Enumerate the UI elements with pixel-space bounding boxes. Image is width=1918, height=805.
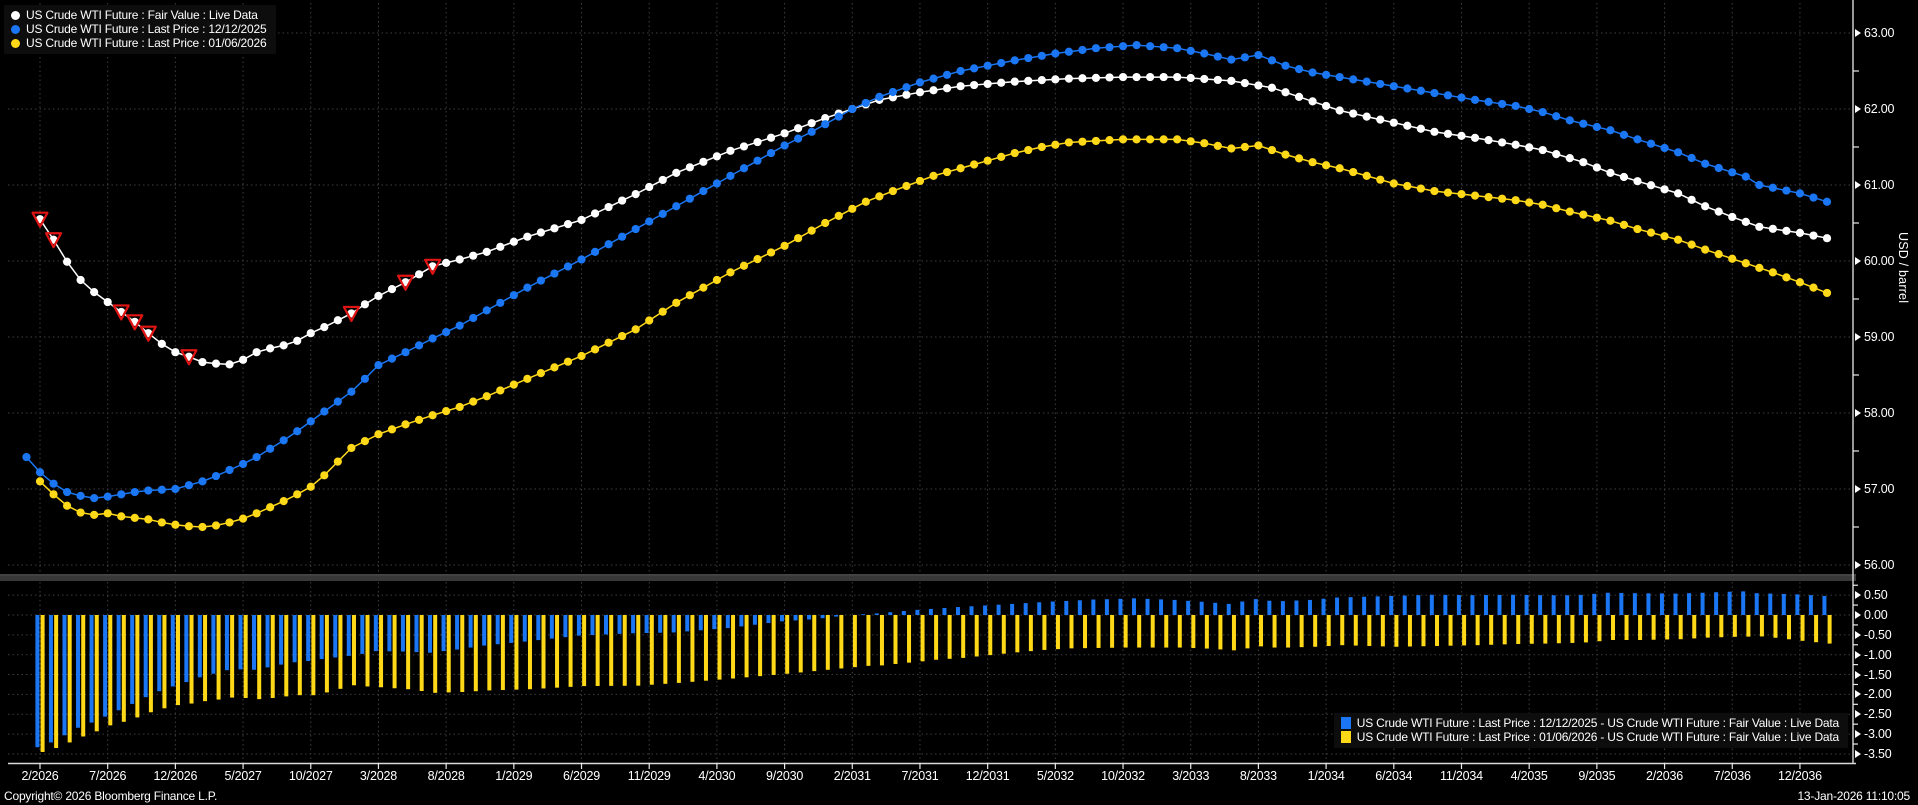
legend-item-last-dec[interactable]: US Crude WTI Future : Last Price : 12/12… (11, 22, 267, 36)
y-axis-label-spread: -1.50 (1855, 668, 1892, 682)
tick-arrow-icon (1855, 333, 1861, 341)
y-axis-label-spread: -3.00 (1855, 727, 1892, 741)
y-axis-label-main: 57.00 (1855, 482, 1894, 496)
gridlines (8, 3, 1853, 763)
legend-item-label: US Crude WTI Future : Last Price : 12/12… (1356, 716, 1839, 730)
tick-arrow-icon (1855, 29, 1861, 37)
x-axis-label: 5/2032 (1036, 769, 1074, 783)
tick-arrow-icon (1855, 710, 1861, 719)
tick-arrow-icon (1855, 650, 1861, 659)
tick-arrow-icon (1855, 730, 1861, 739)
y-axis-label-main: 59.00 (1855, 330, 1894, 344)
legend-spread: US Crude WTI Future : Last Price : 12/12… (1333, 713, 1848, 748)
x-axis-label: 2/2026 (21, 769, 59, 783)
x-axis-label: 10/2032 (1101, 769, 1145, 783)
y-axis-label-main: 60.00 (1855, 254, 1894, 268)
x-axis-label: 4/2030 (698, 769, 736, 783)
x-axis-label: 8/2033 (1239, 769, 1277, 783)
tick-arrow-icon (1855, 409, 1861, 417)
x-axis-label: 2/2036 (1646, 769, 1684, 783)
copyright-text: Copyright© 2026 Bloomberg Finance L.P. (4, 789, 218, 803)
x-axis-label: 11/2034 (1440, 769, 1483, 783)
x-axis-label: 1/2029 (495, 769, 533, 783)
y-axis-label-spread: -1.00 (1855, 648, 1892, 662)
x-axis-label: 7/2036 (1713, 769, 1751, 783)
tick-arrow-icon (1855, 611, 1861, 619)
spread-bars (35, 591, 1832, 752)
tick-arrow-icon (1855, 561, 1861, 569)
spread-jan-square-icon (1340, 731, 1351, 743)
axes (8, 0, 1859, 769)
y-axis-label-main: 56.00 (1855, 558, 1894, 572)
x-axis-label: 3/2028 (359, 769, 397, 783)
y-axis-label-main: 58.00 (1855, 406, 1894, 420)
x-axis-label: 6/2034 (1375, 769, 1413, 783)
y-axis-label-spread: -2.50 (1855, 707, 1892, 721)
y-axis-label-main: 61.00 (1855, 178, 1894, 192)
x-axis-label: 12/2031 (965, 769, 1010, 783)
legend-item-spread-dec[interactable]: US Crude WTI Future : Last Price : 12/12… (1340, 716, 1839, 730)
x-axis-label: 2/2031 (833, 769, 871, 783)
tick-arrow-icon (1855, 485, 1861, 493)
legend-item-fair-value[interactable]: US Crude WTI Future : Fair Value : Live … (11, 8, 266, 22)
y-axis-label-main: 63.00 (1855, 26, 1894, 40)
x-axis-label: 12/2026 (153, 769, 198, 783)
tick-arrow-icon (1855, 670, 1861, 679)
legend-item-label: US Crude WTI Future : Last Price : 12/12… (26, 22, 267, 36)
y-axis-label-spread: -0.50 (1855, 628, 1892, 642)
legend-item-last-jan[interactable]: US Crude WTI Future : Last Price : 01/06… (11, 36, 267, 50)
legend-item-label: US Crude WTI Future : Last Price : 01/06… (1356, 730, 1839, 744)
last-jan-dot-icon (11, 38, 20, 48)
flag-markers (31, 211, 442, 366)
tick-arrow-icon (1855, 257, 1861, 265)
tick-arrow-icon (1855, 105, 1861, 113)
x-axis-label: 6/2029 (562, 769, 601, 783)
clock-timestamp: 13-Jan-2026 11:10:05 (1797, 789, 1910, 803)
x-axis-label: 4/2035 (1510, 769, 1548, 783)
fair-value-dot-icon (11, 10, 20, 20)
x-axis-label: 7/2026 (89, 769, 127, 783)
x-axis-label: 7/2031 (901, 769, 939, 783)
x-axis-label: 10/2027 (288, 769, 333, 783)
x-axis-label: 1/2034 (1307, 769, 1345, 783)
last-dec-dot-icon (11, 24, 20, 34)
x-axis-label: 3/2033 (1172, 769, 1210, 783)
tick-arrow-icon (1855, 591, 1861, 600)
price-series-2 (35, 135, 1832, 532)
legend-item-label: US Crude WTI Future : Fair Value : Live … (26, 8, 258, 22)
tick-arrow-icon (1855, 630, 1861, 639)
y-axis-label-spread: -3.50 (1855, 747, 1892, 761)
x-axis-label: 9/2035 (1578, 769, 1616, 783)
tick-arrow-icon (1855, 690, 1861, 699)
y-axis-label-main: 62.00 (1855, 102, 1894, 116)
x-axis-label: 11/2029 (627, 769, 671, 783)
x-axis-label: 12/2036 (1778, 769, 1822, 783)
x-axis-label: 5/2027 (224, 769, 262, 783)
price-series-1 (22, 41, 1832, 503)
tick-arrow-icon (1855, 181, 1861, 189)
panel-divider (0, 574, 1856, 581)
spread-dec-square-icon (1340, 717, 1351, 729)
y-axis-label-spread: 0.50 (1855, 588, 1888, 602)
y-axis-label-spread: 0.00 (1855, 608, 1888, 622)
y-axis-title: USD / barrel (1896, 232, 1910, 304)
legend-item-label: US Crude WTI Future : Last Price : 01/06… (26, 36, 267, 50)
legend-main: US Crude WTI Future : Fair Value : Live … (4, 5, 277, 54)
legend-item-spread-jan[interactable]: US Crude WTI Future : Last Price : 01/06… (1340, 730, 1839, 744)
x-axis-label: 8/2028 (427, 769, 465, 783)
tick-arrow-icon (1855, 749, 1861, 758)
x-axis-label: 9/2030 (766, 769, 804, 783)
y-axis-label-spread: -2.00 (1855, 687, 1892, 701)
